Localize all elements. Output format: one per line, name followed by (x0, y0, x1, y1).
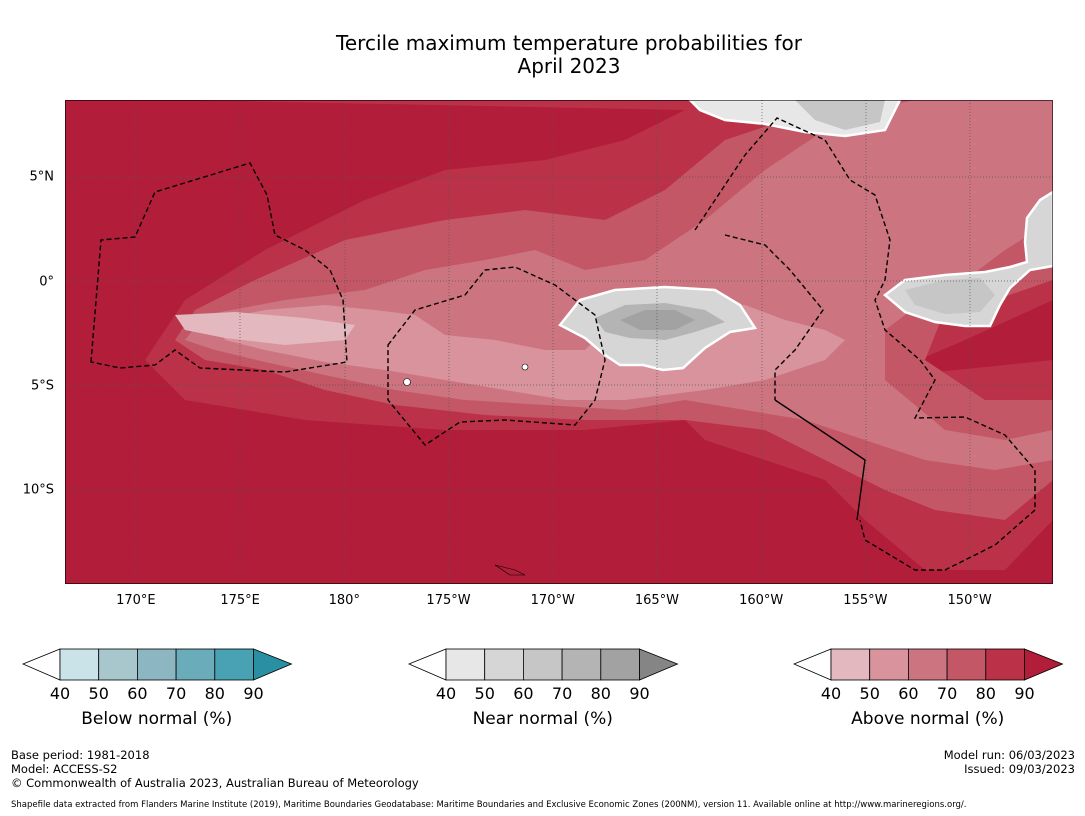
colorbar-min-extension (22, 648, 61, 681)
colorbar-tick-label: 90 (1014, 684, 1035, 703)
footer-right: Model run: 06/03/2023 Issued: 09/03/2023 (944, 748, 1075, 776)
colorbar-tick-label: 90 (243, 684, 264, 703)
colorbar-tick-label: 40 (820, 684, 842, 703)
colorbar-segment (59, 648, 100, 681)
lon-tick-label: 165°W (634, 593, 680, 608)
colorbar-segment (523, 648, 563, 681)
colorbar-segment (98, 648, 138, 681)
lat-tick-label: 5°N (29, 169, 55, 185)
shapefile-credit: Shapefile data extracted from Flanders M… (11, 800, 967, 810)
colorbar-segment (946, 648, 987, 681)
colorbar-tick-label: 50 (474, 684, 495, 703)
island (494, 564, 526, 576)
eez-tokelau (387, 266, 606, 446)
colorbar-tick-label: 90 (629, 684, 650, 703)
eez-boundaries (90, 117, 1036, 571)
near-normal-region-north-inner (795, 100, 885, 130)
above-60-band (185, 100, 1053, 470)
colorbar-segment (830, 648, 871, 681)
lon-tick-label: 170°E (116, 593, 156, 608)
colorbar-tick-label: 70 (165, 684, 187, 703)
colorbar-tick-label: 40 (435, 684, 457, 703)
colorbar-tick-label: 80 (975, 684, 996, 703)
colorbar-segment (869, 648, 909, 681)
near-normal-region-central-core (620, 310, 695, 330)
colorbar-title: Below normal (%) (81, 709, 233, 729)
colorbar-max-extension (639, 648, 679, 681)
map-frame (65, 100, 1053, 584)
lon-tick-label: 155°W (843, 593, 888, 608)
colorbar-tick-label: 60 (513, 684, 534, 703)
island (403, 378, 411, 386)
colorbar-max-extension (253, 648, 293, 681)
title-line-2: April 2023 (517, 54, 621, 78)
colorbar-tick-label: 60 (127, 684, 148, 703)
base-period: Base period: 1981-2018 (11, 748, 150, 762)
colorbar-max-extension (1024, 648, 1064, 681)
lat-tick-label: 0° (39, 274, 54, 289)
lon-tick-label: 160°W (739, 593, 784, 608)
colorbar (793, 648, 1064, 681)
colorbar-tick-label: 40 (49, 684, 71, 703)
colorbar (408, 648, 679, 681)
copyright: © Commonwealth of Australia 2023, Austra… (11, 776, 419, 790)
footer-left: Base period: 1981-2018 Model: ACCESS-S2 … (11, 748, 419, 790)
colorbar-tick-label: 70 (936, 684, 958, 703)
colorbar-segment (137, 648, 177, 681)
eez-tuvalu (90, 162, 348, 373)
colorbar-tick-label: 50 (88, 684, 109, 703)
colorbar (22, 648, 293, 681)
probability-map (65, 100, 1053, 584)
islands (403, 363, 529, 576)
issued-date: Issued: 09/03/2023 (964, 762, 1075, 776)
colorbar-min-extension (793, 648, 832, 681)
island (521, 363, 529, 371)
colorbar-title: Near normal (%) (472, 709, 613, 729)
eez-line-islands (694, 117, 1036, 571)
colorbar-min-extension (408, 648, 447, 681)
title-line-1: Tercile maximum temperature probabilitie… (336, 31, 802, 55)
colorbar-segment (445, 648, 486, 681)
colorbar-tick-label: 70 (551, 684, 573, 703)
model-run: Model run: 06/03/2023 (943, 748, 1075, 762)
colorbar-segment (908, 648, 948, 681)
lon-tick-label: 150°W (947, 593, 992, 608)
above-40-band (175, 312, 355, 345)
colorbar-title: Above normal (%) (851, 709, 1005, 729)
lon-tick-label: 175°W (426, 593, 471, 608)
colorbar-tick-label: 80 (590, 684, 611, 703)
lon-tick-label: 170°W (530, 593, 575, 608)
colorbar-segment (985, 648, 1025, 681)
model-name: Model: ACCESS-S2 (11, 762, 118, 776)
colorbar-tick-label: 50 (859, 684, 880, 703)
lon-tick-label: 175°E (220, 593, 260, 608)
colorbar-segment (561, 648, 602, 681)
lon-tick-label: 180° (328, 593, 360, 608)
chart-title: Tercile maximum temperature probabilitie… (65, 32, 1073, 78)
colorbar-tick-label: 80 (204, 684, 225, 703)
colorbar-segment (600, 648, 640, 681)
colorbar-segment (484, 648, 524, 681)
lat-tick-label: 10°S (22, 482, 54, 498)
lat-tick-label: 5°S (30, 378, 54, 394)
near-normal-region-east-inner (905, 278, 995, 314)
colorbar-tick-label: 60 (898, 684, 919, 703)
colorbar-segment (175, 648, 216, 681)
eez-line-islands-west (724, 234, 824, 400)
solid-boundary (774, 399, 866, 521)
colorbar-segment (214, 648, 254, 681)
